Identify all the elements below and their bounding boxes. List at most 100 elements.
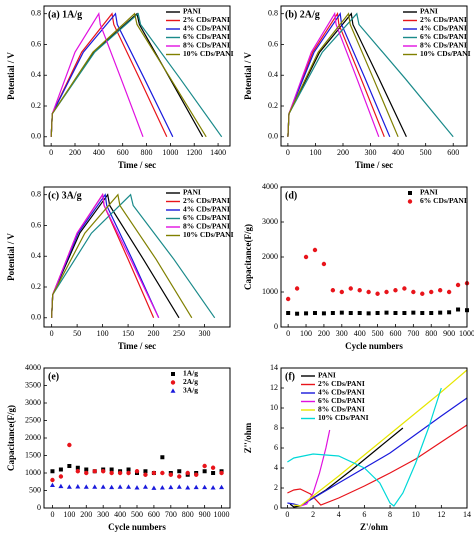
panel-title: (f) (285, 371, 295, 382)
marker (126, 484, 132, 489)
y-axis-label: Capacitance(F/g) (243, 224, 253, 290)
y-axis-label: Potential / V (243, 52, 253, 100)
marker (50, 469, 55, 474)
marker (92, 484, 98, 489)
x-tick-label: 150 (122, 329, 134, 338)
x-tick-label: 6 (362, 510, 366, 519)
series-line (287, 12, 399, 138)
legend-label: 10% CDs/PANI (183, 49, 234, 58)
marker (357, 288, 362, 293)
x-tick-label: 500 (420, 148, 432, 157)
legend-marker (170, 380, 176, 385)
x-tick-label: 700 (407, 329, 419, 338)
y-tick-label: 500 (29, 485, 41, 494)
legend-label: 8% CDs/PANI (183, 41, 230, 50)
legend-label: 2% CDs/PANI (183, 15, 230, 24)
y-tick-label: 0.2 (268, 101, 278, 110)
x-tick-label: 1200 (186, 148, 202, 157)
x-tick-label: 1000 (459, 329, 474, 338)
marker (295, 311, 300, 316)
marker (211, 471, 216, 475)
marker (202, 484, 208, 490)
legend-label: PANI (420, 188, 438, 197)
marker (366, 311, 371, 316)
x-tick-label: 50 (73, 329, 81, 338)
legend-label: PANI (183, 7, 201, 16)
x-tick-label: 200 (80, 510, 92, 519)
x-tick-label: 400 (392, 148, 404, 157)
x-tick-label: 200 (337, 148, 349, 157)
y-tick-label: 3000 (262, 217, 278, 226)
legend-label: 2% CDs/PANI (420, 15, 467, 24)
y-axis-label: Capacitance(F/g) (6, 405, 16, 471)
marker (285, 296, 291, 302)
marker (159, 485, 165, 490)
marker (117, 470, 123, 476)
marker (84, 467, 89, 472)
x-tick-label: 0 (49, 148, 53, 157)
x-tick-label: 300 (97, 510, 109, 519)
y-tick-label: 3000 (25, 398, 41, 407)
x-tick-label: 2 (311, 510, 315, 519)
x-tick-label: 600 (117, 148, 129, 157)
marker (375, 311, 380, 315)
panel-title: (a) 1A/g (48, 9, 82, 20)
marker (58, 467, 63, 472)
marker (438, 310, 443, 315)
marker (384, 289, 389, 295)
y-axis-label: Potential / V (6, 52, 16, 100)
y-tick-label: 2000 (262, 252, 278, 261)
x-tick-label: 300 (336, 329, 348, 338)
marker (339, 289, 345, 295)
plot-frame (43, 186, 231, 328)
legend-label: PANI (420, 7, 438, 16)
y-tick-label: 4000 (262, 182, 278, 191)
legend-label: 10% CDs/PANI (318, 413, 369, 422)
series-line (50, 12, 174, 138)
legend-label: 4% CDs/PANI (183, 205, 230, 214)
marker (58, 474, 64, 479)
x-tick-label: 4 (337, 510, 341, 519)
legend-label: 3A/g (183, 386, 198, 395)
marker (402, 286, 407, 291)
y-tick-label: 0.6 (31, 220, 41, 229)
series-line (300, 429, 331, 507)
series-line (287, 424, 468, 506)
legend-label: 10% CDs/PANI (183, 230, 234, 239)
marker (193, 484, 199, 490)
legend-label: 6% CDs/PANI (183, 213, 230, 222)
panel-title: (b) 2A/g (285, 9, 320, 20)
plot-frame (280, 186, 468, 328)
y-tick-label: 0.0 (31, 313, 41, 322)
series-line (50, 12, 168, 138)
series-line (287, 387, 442, 507)
marker (134, 469, 140, 474)
marker (219, 484, 225, 490)
x-axis-label: Cycle numbers (345, 341, 403, 351)
marker (402, 311, 407, 315)
marker (100, 484, 106, 489)
legend-label: 10% CDs/PANI (420, 49, 471, 58)
legend-marker (170, 388, 176, 393)
x-tick-label: 400 (114, 510, 126, 519)
marker (357, 311, 362, 315)
marker (109, 467, 114, 472)
x-tick-label: 0 (286, 329, 290, 338)
y-axis-label: Potential / V (6, 233, 16, 281)
x-tick-label: 10 (412, 510, 420, 519)
y-tick-label: 12 (270, 383, 278, 392)
marker (202, 463, 207, 469)
marker (177, 474, 182, 479)
marker (455, 282, 461, 288)
y-tick-label: 2000 (25, 433, 41, 442)
marker (58, 483, 64, 489)
legend-label: 2% CDs/PANI (318, 379, 365, 388)
legend-label: 4% CDs/PANI (420, 24, 467, 33)
marker (366, 289, 371, 295)
series-line (50, 12, 204, 138)
marker (49, 482, 55, 488)
marker (134, 485, 140, 490)
x-tick-label: 600 (447, 148, 459, 157)
panel: 0 100 200 300 400 500 600 700 800 900 1000 0 1000 200… (243, 182, 474, 351)
